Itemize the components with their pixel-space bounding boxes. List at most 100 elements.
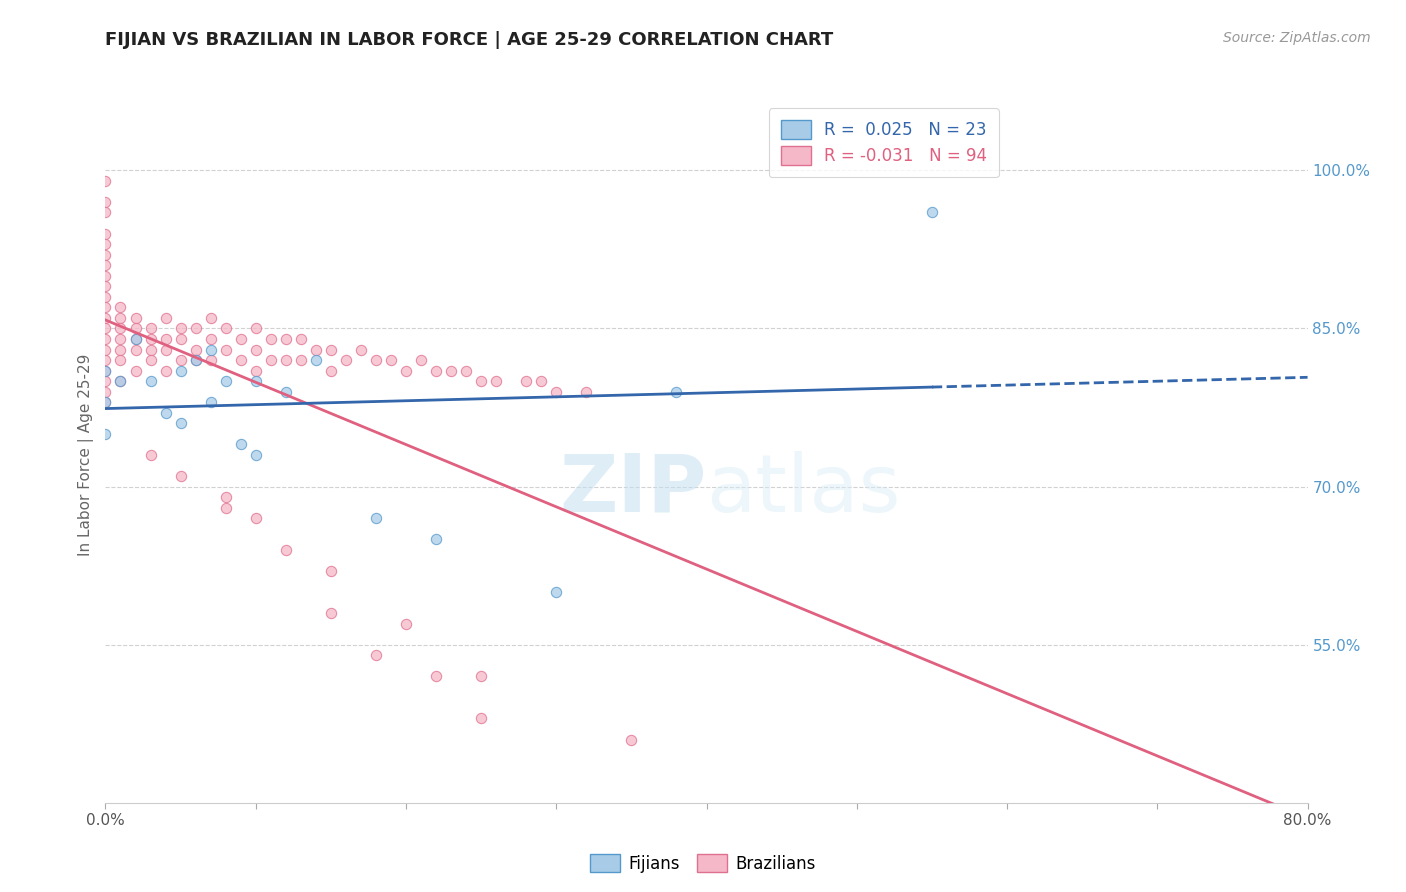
- Point: [110, 301, 132, 315]
- Point: [110, 332, 132, 346]
- Point: [229, 353, 252, 368]
- Point: [139, 353, 162, 368]
- Point: [245, 321, 267, 335]
- Point: [94, 310, 117, 325]
- Point: [110, 353, 132, 368]
- Point: [440, 363, 463, 377]
- Point: [184, 343, 207, 357]
- Point: [94, 395, 117, 409]
- Point: [350, 343, 373, 357]
- Point: [470, 374, 492, 388]
- Point: [260, 353, 283, 368]
- Point: [110, 374, 132, 388]
- Point: [260, 332, 283, 346]
- Point: [665, 384, 688, 399]
- Point: [305, 343, 328, 357]
- Point: [214, 321, 236, 335]
- Point: [110, 310, 132, 325]
- Point: [94, 426, 117, 441]
- Point: [245, 511, 267, 525]
- Point: [94, 363, 117, 377]
- Point: [184, 321, 207, 335]
- Point: [274, 332, 297, 346]
- Text: FIJIAN VS BRAZILIAN IN LABOR FORCE | AGE 25-29 CORRELATION CHART: FIJIAN VS BRAZILIAN IN LABOR FORCE | AGE…: [105, 31, 834, 49]
- Point: [94, 268, 117, 283]
- Point: [94, 237, 117, 252]
- Point: [94, 384, 117, 399]
- Point: [94, 227, 117, 241]
- Point: [214, 500, 236, 515]
- Point: [94, 279, 117, 293]
- Point: [94, 174, 117, 188]
- Point: [229, 332, 252, 346]
- Point: [425, 669, 447, 683]
- Point: [169, 321, 191, 335]
- Text: Source: ZipAtlas.com: Source: ZipAtlas.com: [1223, 31, 1371, 45]
- Point: [319, 564, 342, 578]
- Point: [124, 310, 146, 325]
- Point: [155, 310, 177, 325]
- Point: [94, 194, 117, 209]
- Point: [409, 353, 432, 368]
- Point: [94, 332, 117, 346]
- Point: [214, 343, 236, 357]
- Point: [575, 384, 598, 399]
- Point: [470, 711, 492, 725]
- Point: [274, 353, 297, 368]
- Point: [245, 448, 267, 462]
- Point: [94, 301, 117, 315]
- Point: [94, 247, 117, 261]
- Point: [110, 374, 132, 388]
- Point: [200, 310, 222, 325]
- Point: [94, 321, 117, 335]
- Point: [94, 374, 117, 388]
- Point: [124, 332, 146, 346]
- Point: [200, 332, 222, 346]
- Point: [485, 374, 508, 388]
- Point: [94, 258, 117, 272]
- Point: [94, 353, 117, 368]
- Point: [139, 321, 162, 335]
- Point: [139, 448, 162, 462]
- Point: [245, 363, 267, 377]
- Point: [364, 353, 387, 368]
- Point: [214, 374, 236, 388]
- Point: [200, 395, 222, 409]
- Legend: Fijians, Brazilians: Fijians, Brazilians: [583, 847, 823, 880]
- Point: [139, 332, 162, 346]
- Point: [169, 417, 191, 431]
- Point: [94, 363, 117, 377]
- Point: [546, 585, 568, 599]
- Point: [364, 648, 387, 663]
- Point: [245, 374, 267, 388]
- Point: [124, 321, 146, 335]
- Point: [94, 290, 117, 304]
- Text: atlas: atlas: [707, 450, 901, 529]
- Point: [395, 616, 418, 631]
- Point: [110, 343, 132, 357]
- Point: [395, 363, 418, 377]
- Point: [184, 353, 207, 368]
- Point: [290, 353, 312, 368]
- Point: [155, 363, 177, 377]
- Point: [274, 384, 297, 399]
- Point: [470, 669, 492, 683]
- Point: [124, 363, 146, 377]
- Point: [620, 732, 643, 747]
- Point: [454, 363, 477, 377]
- Point: [546, 384, 568, 399]
- Point: [290, 332, 312, 346]
- Point: [124, 343, 146, 357]
- Point: [169, 469, 191, 483]
- Point: [305, 353, 328, 368]
- Point: [184, 353, 207, 368]
- Point: [364, 511, 387, 525]
- Point: [214, 490, 236, 504]
- Point: [319, 343, 342, 357]
- Point: [200, 343, 222, 357]
- Point: [169, 363, 191, 377]
- Point: [319, 606, 342, 620]
- Point: [169, 332, 191, 346]
- Point: [425, 533, 447, 547]
- Y-axis label: In Labor Force | Age 25-29: In Labor Force | Age 25-29: [79, 354, 94, 556]
